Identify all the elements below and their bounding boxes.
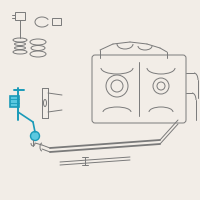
Bar [15,12,25,20]
Bar [10,96,19,107]
Circle shape [30,132,40,140]
Bar [52,18,61,25]
